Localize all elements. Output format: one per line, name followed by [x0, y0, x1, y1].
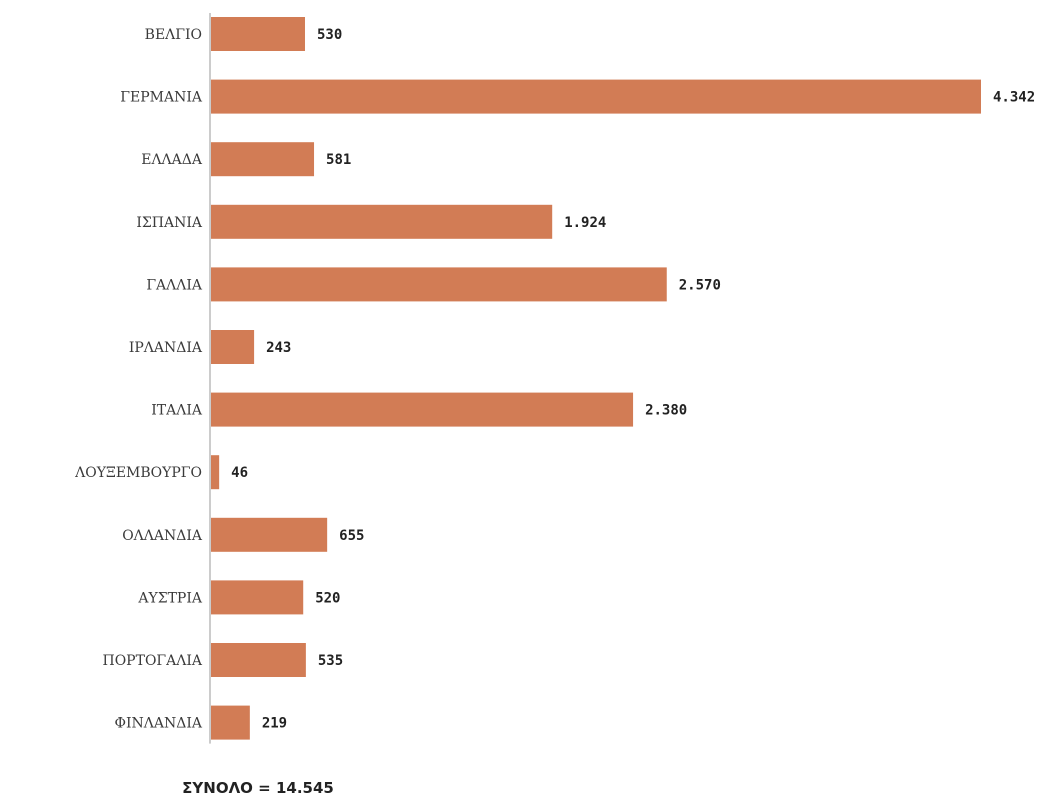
category-label: ΓΕΡΜΑΝΙΑ [120, 90, 203, 106]
bar-6 [211, 330, 255, 364]
value-label: 530 [317, 27, 342, 43]
category-label: ΙΤΑΛΙΑ [151, 403, 203, 419]
category-label: ΟΛΛΑΝΔΙΑ [122, 528, 203, 544]
value-label: 243 [266, 340, 291, 356]
value-label: 535 [318, 653, 343, 669]
category-label: ΓΑΛΛΙΑ [146, 277, 203, 293]
value-label: 655 [339, 528, 364, 544]
bar-5 [211, 267, 667, 302]
category-label: ΛΟΥΞΕΜΒΟΥΡΓΟ [74, 465, 202, 481]
value-label: 520 [315, 590, 340, 606]
category-labels: ΒΕΛΓΙΟ ΓΕΡΜΑΝΙΑ ΕΛΛΑΔΑ ΙΣΠΑΝΙΑ ΓΑΛΛΙΑ ΙΡΛΑΝΔΙ… [74, 27, 203, 732]
value-label: 581 [326, 152, 351, 168]
category-label: ΒΕΛΓΙΟ [145, 27, 202, 43]
value-label: 2.570 [679, 277, 721, 293]
bar-9 [211, 517, 328, 552]
value-label: 2.380 [645, 403, 687, 419]
value-label: 46 [231, 465, 248, 481]
category-label: ΙΡΛΑΝΔΙΑ [129, 340, 203, 356]
value-label: 1.924 [564, 215, 606, 231]
value-label: 4.342 [993, 90, 1035, 106]
total-label: ΣΥΝΟΛΟ = 14.545 [182, 779, 334, 797]
category-label: ΙΣΠΑΝΙΑ [136, 215, 203, 231]
bar-1 [211, 17, 305, 51]
bar-2 [211, 79, 981, 114]
value-labels: 530 4.342 581 1.924 2.570 243 2.380 46 655 520 535… [231, 27, 1035, 732]
category-label: ΠΟΡΤΟΓΑΛΙΑ [103, 653, 203, 669]
bar-11 [211, 643, 306, 677]
bar-7 [211, 392, 634, 427]
bar-4 [211, 204, 553, 239]
category-label: ΦΙΝΛΑΝΔΙΑ [115, 716, 203, 732]
bar-12 [211, 705, 250, 740]
bar-10 [211, 580, 304, 615]
value-label: 219 [262, 716, 287, 732]
bar-8 [211, 455, 220, 490]
bar-3 [211, 142, 315, 177]
category-label: ΕΛΛΑΔΑ [141, 152, 203, 168]
category-label: ΑΥΣΤΡΙΑ [137, 590, 203, 606]
bars [211, 17, 981, 740]
